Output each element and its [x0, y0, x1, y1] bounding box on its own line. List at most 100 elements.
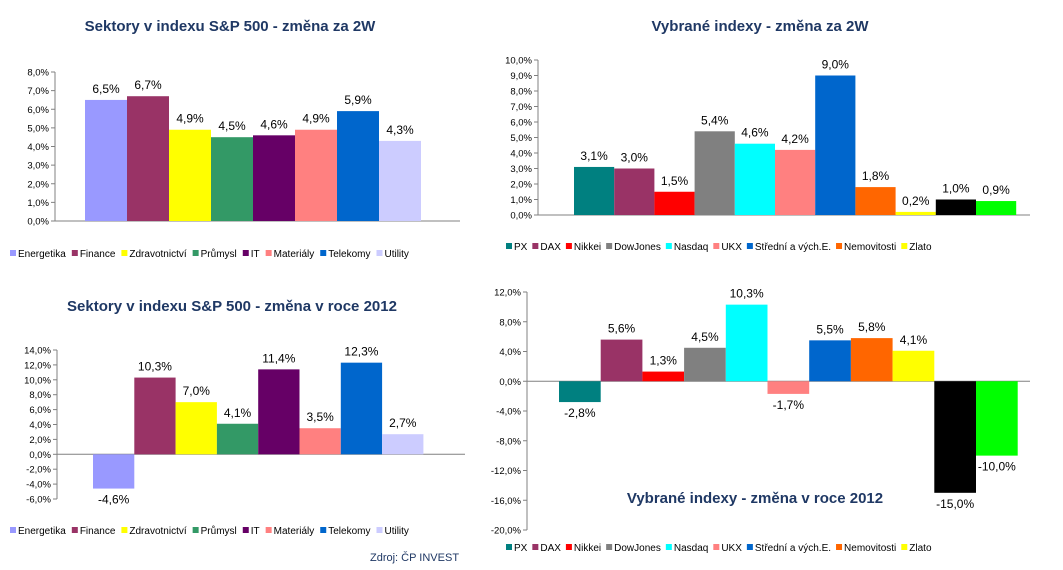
indexes_2w-legend-entry: Nasdaq: [674, 242, 708, 253]
sp500_2012-legend-swatch: [320, 527, 327, 533]
indexes_2w-bar: [775, 149, 816, 215]
indexes_2012-legend-entry: DowJones: [614, 543, 661, 554]
indexes_2w-data-label: 4,2%: [781, 132, 809, 146]
indexes_2012-legend-entry: PX: [514, 543, 528, 554]
indexes_2012-y-tick-label: -8,0%: [496, 436, 521, 447]
sp500_2012-y-tick-label: 12,0%: [24, 360, 51, 371]
sp500_2w-legend-entry: Materiály: [274, 249, 315, 260]
indexes_2012-bar: [934, 381, 976, 493]
sp500_2w-legend-entry: Energetika: [18, 249, 66, 260]
indexes_2012-legend-swatch: [836, 544, 843, 550]
indexes_2w-bar: [976, 201, 1017, 215]
sp500_2012-legend-entry: Telekomy: [328, 526, 370, 537]
sp500_2w-title: Sektory v indexu S&P 500 - změna za 2W: [85, 18, 377, 35]
sp500_2012-y-tick-label: 0,0%: [29, 450, 51, 461]
sp500_2012-legend-swatch: [242, 527, 249, 533]
indexes_2012-bar: [725, 304, 768, 382]
sp500_2w-y-tick-label: 2,0%: [27, 179, 49, 190]
indexes_2012-y-tick-label: -20,0%: [491, 526, 522, 537]
indexes_2w-legend-entry: Střední a vých.E.: [755, 242, 831, 253]
indexes_2w-legend-swatch: [836, 243, 843, 249]
indexes_2012-bar: [559, 381, 601, 403]
indexes_2w-y-tick-label: 10,0%: [505, 56, 532, 67]
sp500_2012-legend-entry: Průmysl: [201, 525, 237, 537]
sp500_2w-data-label: 4,3%: [386, 123, 414, 137]
indexes_2012-legend-swatch: [532, 544, 539, 550]
sp500_2w-legend-entry: Zdravotnictví: [129, 249, 186, 260]
sp500_2012-y-tick-label: 8,0%: [29, 390, 51, 401]
sp500_2012-data-label: -4,6%: [98, 493, 130, 507]
sp500_2012-y-tick-label: -6,0%: [26, 495, 51, 506]
indexes_2w-bar: [614, 168, 655, 215]
sp500_2w-legend-swatch: [265, 250, 272, 256]
indexes_2w-y-tick-label: 4,0%: [510, 149, 532, 160]
indexes_2012-legend-swatch: [665, 544, 672, 550]
indexes_2012-data-label: -15,0%: [936, 497, 974, 511]
indexes_2012-y-tick-label: 0,0%: [499, 377, 521, 388]
indexes_2012-legend-swatch: [713, 544, 720, 550]
sp500_2w-data-label: 4,5%: [218, 119, 246, 133]
sp500_2012-data-label: 4,1%: [224, 406, 252, 420]
sp500_2w-legend-entry: Telekomy: [328, 249, 370, 260]
indexes_2w-data-label: 5,4%: [701, 113, 729, 127]
indexes_2w-data-label: 4,6%: [741, 126, 769, 140]
indexes_2012-legend-swatch: [746, 544, 753, 550]
sp500_2w-bar: [211, 137, 253, 221]
indexes_2w-data-label: 9,0%: [822, 58, 850, 72]
indexes_2012-legend-entry: Nemovitosti: [844, 543, 896, 554]
indexes_2w-legend-swatch: [713, 243, 720, 249]
indexes_2012-legend-entry: DAX: [540, 543, 561, 554]
sp500_2012-bar: [340, 362, 383, 455]
indexes_2w-legend-swatch: [506, 243, 512, 249]
sp500_2w-data-label: 4,6%: [260, 117, 288, 131]
indexes_2012-data-label: 10,3%: [730, 287, 764, 301]
indexes_2w-legend-entry: DowJones: [614, 242, 661, 253]
sp500_2012-bar: [134, 377, 176, 455]
indexes_2012-legend-swatch: [606, 544, 613, 550]
sp500_2w-legend-swatch: [121, 250, 128, 256]
indexes_2w-y-tick-label: 8,0%: [510, 87, 532, 98]
indexes_2012-legend-swatch: [506, 544, 512, 550]
sp500_2012-legend-swatch: [121, 527, 128, 533]
sp500_2012-legend-swatch: [265, 527, 272, 533]
sp500_2w-bar: [127, 96, 169, 221]
indexes_2012-data-label: 4,5%: [691, 330, 719, 344]
indexes_2w-legend-swatch: [746, 243, 753, 249]
sp500_2012-legend-swatch: [10, 527, 16, 533]
sp500_2012-legend-swatch: [376, 527, 383, 533]
sp500_2w-data-label: 4,9%: [302, 112, 330, 126]
indexes_2012-bar: [642, 371, 685, 382]
indexes_2w-data-label: 1,8%: [862, 169, 890, 183]
sp500_2012-y-tick-label: 4,0%: [29, 420, 51, 431]
sp500_2012-bar: [216, 423, 259, 455]
indexes_2w-data-label: 3,1%: [580, 149, 608, 163]
sp500_2w-y-tick-label: 7,0%: [27, 86, 49, 97]
indexes_2012-legend-entry: Zlato: [909, 543, 932, 554]
indexes_2w-bar: [895, 211, 936, 215]
sp500_2012-legend-swatch: [192, 527, 199, 533]
indexes_2w-legend-swatch: [665, 243, 672, 249]
indexes_2012-bar: [767, 381, 810, 394]
sp500_2w-data-label: 5,9%: [344, 93, 372, 107]
indexes_2w-y-tick-label: 6,0%: [510, 118, 532, 129]
indexes_2012-y-tick-label: 12,0%: [494, 288, 521, 299]
indexes_2012-data-label: -1,7%: [773, 398, 805, 412]
sp500_2012-legend-entry: IT: [251, 526, 260, 537]
indexes_2w-legend-swatch: [565, 243, 572, 249]
sp500_2w-y-tick-label: 8,0%: [27, 68, 49, 79]
indexes_2w-legend-entry: UKX: [721, 242, 742, 253]
sp500_2w-bar: [379, 140, 421, 221]
sp500_2012-data-label: 3,5%: [306, 410, 334, 424]
sp500_2012-data-label: 11,4%: [262, 351, 295, 365]
indexes_2012-legend-entry: Nikkei: [574, 543, 601, 554]
sp500_2w-y-tick-label: 1,0%: [27, 198, 49, 209]
indexes_2w-y-tick-label: 2,0%: [510, 180, 532, 191]
sp500_2012-y-tick-label: 6,0%: [29, 405, 51, 416]
indexes_2w-legend-entry: DAX: [540, 242, 561, 253]
indexes_2012-data-label: 5,5%: [816, 322, 844, 336]
sp500_2w-legend-entry: Finance: [80, 249, 116, 260]
indexes_2012-bar: [892, 350, 935, 382]
indexes_2012-y-tick-label: -12,0%: [491, 466, 522, 477]
sp500_2012-legend-entry: Finance: [80, 526, 116, 537]
